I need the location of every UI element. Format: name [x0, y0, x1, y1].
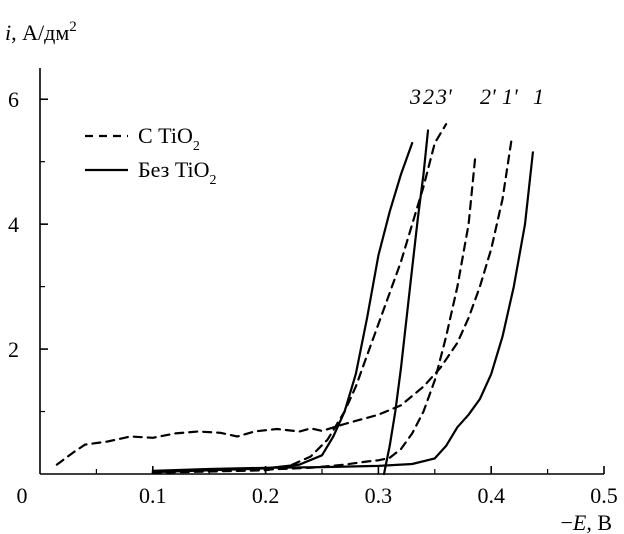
series-line-3prime [151, 123, 448, 474]
legend: С TiO2 Без TiO2 [85, 123, 217, 188]
curve-label: 2' [480, 84, 496, 109]
legend-label-without-tio2: Без TiO2 [138, 157, 217, 188]
curve-label: 1' [502, 84, 518, 109]
y-tick-label: 2 [8, 337, 19, 362]
ticks [40, 98, 605, 474]
y-axis-title: i, А/дм2 [5, 19, 77, 45]
series-line-2prime [151, 154, 477, 474]
x-tick-label: 0.4 [477, 483, 505, 508]
legend-label-with-tio2: С TiO2 [138, 123, 200, 154]
curve-labels: 3 2 3' 2' 1' 1 [409, 84, 544, 109]
y-tick-label: 4 [8, 212, 19, 237]
x-tick-label: 0 [17, 483, 28, 508]
x-tick-label: 0.2 [252, 483, 280, 508]
x-tick-label: 0.1 [139, 483, 167, 508]
series-group [55, 123, 535, 476]
x-axis-title: −E, В [560, 510, 612, 534]
tick-labels: 0 0.1 0.2 0.3 0.4 0.5 2 4 6 [8, 87, 618, 508]
series-line-1prime [55, 138, 513, 466]
curve-label: 2 [423, 84, 434, 109]
curve-label: 3' [435, 84, 452, 109]
series-line-1 [151, 151, 535, 472]
series-line-2 [382, 129, 430, 476]
axes [39, 68, 604, 475]
curve-label: 1 [533, 84, 544, 109]
x-tick-label: 0.5 [590, 483, 618, 508]
curve-label: 3 [409, 84, 421, 109]
y-tick-label: 6 [8, 87, 19, 112]
x-tick-label: 0.3 [365, 483, 393, 508]
series-line-3 [151, 141, 414, 474]
